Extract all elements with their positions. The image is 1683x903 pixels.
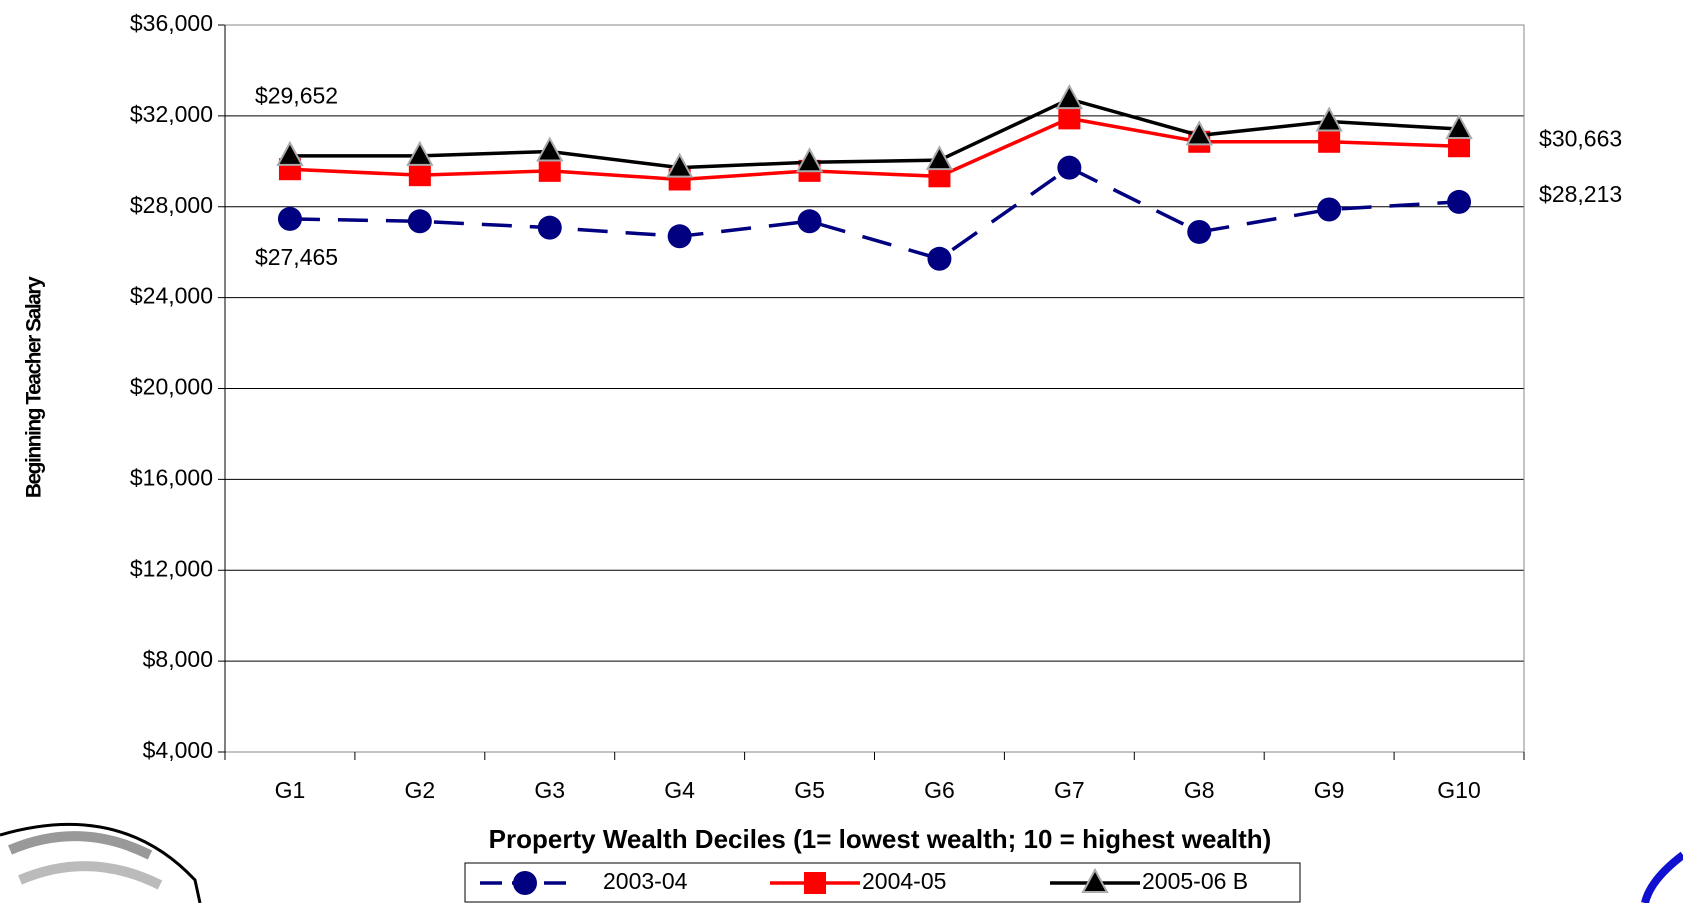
marker [928, 165, 951, 188]
marker [1057, 155, 1082, 180]
legend-label: 2003-04 [603, 868, 688, 894]
y-tick-label: $24,000 [130, 283, 213, 309]
x-tick-label: G1 [275, 777, 306, 803]
series-line [289, 116, 1460, 182]
decor-arc [1641, 851, 1683, 903]
x-tick-label: G8 [1184, 777, 1215, 803]
marker [407, 209, 432, 234]
marker [1055, 83, 1084, 110]
x-tick-label: G7 [1054, 777, 1085, 803]
marker [1448, 135, 1471, 158]
y-tick-label: $8,000 [143, 646, 213, 672]
marker [927, 246, 952, 271]
series-line [289, 97, 1460, 170]
logo [0, 822, 202, 903]
marker [1318, 130, 1341, 153]
x-tick-label: G5 [794, 777, 825, 803]
data-label: $28,213 [1539, 181, 1622, 207]
marker [1445, 113, 1473, 140]
x-tick-label: G4 [664, 777, 695, 803]
marker [1185, 120, 1213, 146]
x-tick-label: G3 [534, 777, 565, 803]
marker [925, 145, 954, 171]
marker [1315, 106, 1343, 132]
data-label: $30,663 [1539, 125, 1622, 151]
marker [536, 136, 564, 162]
marker [277, 206, 302, 231]
marker [1187, 219, 1212, 244]
y-tick-label: $12,000 [130, 555, 213, 581]
y-tick-label: $36,000 [130, 10, 213, 36]
x-tick-label: G2 [405, 777, 436, 803]
marker [513, 871, 537, 895]
x-tick-label: G10 [1437, 777, 1480, 803]
marker [795, 147, 824, 173]
y-tick-label: $16,000 [130, 464, 213, 490]
marker [797, 209, 822, 234]
data-label: $27,465 [255, 244, 338, 270]
y-axis-label: Beginning Teacher Salary [23, 276, 46, 498]
x-axis-label: Property Wealth Deciles (1= lowest wealt… [489, 824, 1272, 854]
marker [665, 152, 694, 178]
marker [537, 215, 562, 240]
marker [667, 224, 692, 249]
x-tick-label: G6 [924, 777, 955, 803]
marker [1081, 867, 1109, 893]
legend [464, 862, 1301, 903]
y-tick-label: $28,000 [130, 192, 213, 218]
marker [1058, 107, 1081, 130]
y-tick-label: $32,000 [130, 101, 213, 127]
y-tick-label: $4,000 [143, 737, 213, 763]
marker [408, 164, 431, 187]
marker [406, 140, 434, 166]
legend-label: 2005-06 B [1142, 868, 1248, 894]
marker [538, 159, 561, 182]
marker [1447, 189, 1472, 214]
legend-label: 2004-05 [862, 868, 946, 894]
x-tick-label: G9 [1314, 777, 1345, 803]
marker [804, 872, 826, 894]
series-line [289, 165, 1460, 261]
marker [1317, 197, 1342, 222]
data-label: $29,652 [255, 82, 338, 108]
y-tick-label: $20,000 [130, 374, 213, 400]
marker [276, 140, 304, 166]
